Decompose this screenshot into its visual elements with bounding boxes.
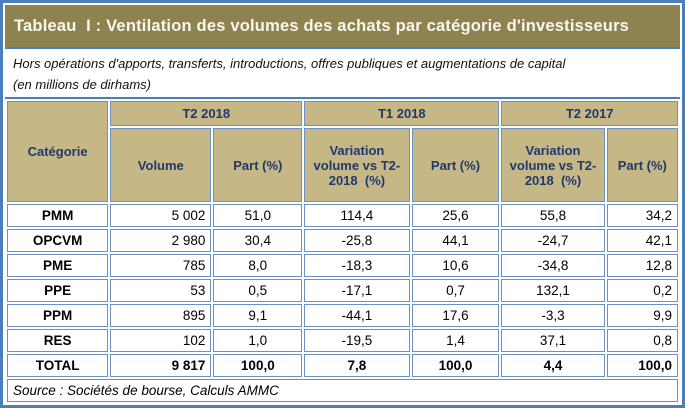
data-cell: -34,8 — [501, 254, 605, 277]
group-header-t2-2017: T2 2017 — [501, 101, 678, 126]
column-header-part-t2-2018: Part (%) — [213, 128, 303, 202]
data-cell: 25,6 — [411, 204, 500, 227]
table-subtitle: Hors opérations d'apports, transferts, i… — [5, 49, 680, 99]
table-row-total: TOTAL 9 817 100,0 7,8 100,0 4,4 100,0 — [7, 354, 678, 377]
data-cell: -3,3 — [501, 304, 605, 327]
group-header-row: Catégorie T2 2018 T1 2018 T2 2017 — [7, 101, 678, 202]
column-header-variation-t1-2018: Variation volume vs T2-2018 (%) — [304, 128, 410, 202]
data-cell: 51,0 — [213, 204, 303, 227]
table-row-ppe: PPE 53 0,5 -17,1 0,7 132,1 0,2 — [7, 279, 678, 302]
column-header-part-t1-2018: Part (%) — [411, 128, 500, 202]
data-cell: 0,5 — [213, 279, 303, 302]
data-cell: 4,4 — [501, 354, 605, 377]
data-cell: 0,7 — [411, 279, 500, 302]
data-cell: 102 — [110, 329, 212, 352]
data-cell: 2 980 — [110, 229, 212, 252]
data-cell: 7,8 — [304, 354, 410, 377]
data-cell: 10,6 — [411, 254, 500, 277]
data-cell: 55,8 — [501, 204, 605, 227]
data-cell: 12,8 — [606, 254, 678, 277]
row-label-ppm: PPM — [7, 304, 109, 327]
column-header-part-t2-2017: Part (%) — [606, 128, 678, 202]
subtitle-line-1: Hors opérations d'apports, transferts, i… — [13, 56, 566, 71]
row-label-ppe: PPE — [7, 279, 109, 302]
row-label-res: RES — [7, 329, 109, 352]
sub-header-row: Volume Part (%) Variation volume vs T2-2… — [7, 128, 678, 202]
data-cell: 53 — [110, 279, 212, 302]
data-cell: -19,5 — [304, 329, 410, 352]
data-cell: 0,8 — [606, 329, 678, 352]
column-header-volume: Volume — [110, 128, 212, 202]
subtitle-line-2: (en millions de dirhams) — [13, 77, 151, 92]
group-header-t2-2018: T2 2018 — [110, 101, 303, 126]
source-note: Source : Sociétés de bourse, Calculs AMM… — [7, 379, 678, 402]
data-cell: 8,0 — [213, 254, 303, 277]
data-cell: 1,0 — [213, 329, 303, 352]
data-cell: -17,1 — [304, 279, 410, 302]
group-header-t1-2018: T1 2018 — [304, 101, 500, 126]
row-label-pmm: PMM — [7, 204, 109, 227]
data-cell: -25,8 — [304, 229, 410, 252]
data-cell: 100,0 — [606, 354, 678, 377]
data-cell: 30,4 — [213, 229, 303, 252]
data-cell: 37,1 — [501, 329, 605, 352]
data-cell: -24,7 — [501, 229, 605, 252]
row-label-opcvm: OPCVM — [7, 229, 109, 252]
data-cell: 100,0 — [213, 354, 303, 377]
data-cell: 100,0 — [411, 354, 500, 377]
data-cell: 44,1 — [411, 229, 500, 252]
data-cell: 785 — [110, 254, 212, 277]
column-header-categorie: Catégorie — [7, 101, 109, 202]
data-cell: 1,4 — [411, 329, 500, 352]
data-cell: 42,1 — [606, 229, 678, 252]
data-cell: 9,9 — [606, 304, 678, 327]
data-cell: 17,6 — [411, 304, 500, 327]
data-cell: 132,1 — [501, 279, 605, 302]
row-label-pme: PME — [7, 254, 109, 277]
data-cell: 5 002 — [110, 204, 212, 227]
table-row-pmm: PMM 5 002 51,0 114,4 25,6 55,8 34,2 — [7, 204, 678, 227]
table-row-res: RES 102 1,0 -19,5 1,4 37,1 0,8 — [7, 329, 678, 352]
source-row: Source : Sociétés de bourse, Calculs AMM… — [7, 379, 678, 402]
data-cell: 34,2 — [606, 204, 678, 227]
column-header-variation-t2-2017: Variation volume vs T2-2018 (%) — [501, 128, 605, 202]
data-cell: -44,1 — [304, 304, 410, 327]
table-title: Tableau I : Ventilation des volumes des … — [5, 5, 680, 49]
data-cell: 0,2 — [606, 279, 678, 302]
table-row-opcvm: OPCVM 2 980 30,4 -25,8 44,1 -24,7 42,1 — [7, 229, 678, 252]
row-label-total: TOTAL — [7, 354, 109, 377]
investors-table: Catégorie T2 2018 T1 2018 T2 2017 Volume… — [5, 99, 680, 404]
data-cell: 114,4 — [304, 204, 410, 227]
table-row-ppm: PPM 895 9,1 -44,1 17,6 -3,3 9,9 — [7, 304, 678, 327]
table-row-pme: PME 785 8,0 -18,3 10,6 -34,8 12,8 — [7, 254, 678, 277]
data-cell: 9 817 — [110, 354, 212, 377]
data-cell: -18,3 — [304, 254, 410, 277]
data-cell: 895 — [110, 304, 212, 327]
data-cell: 9,1 — [213, 304, 303, 327]
